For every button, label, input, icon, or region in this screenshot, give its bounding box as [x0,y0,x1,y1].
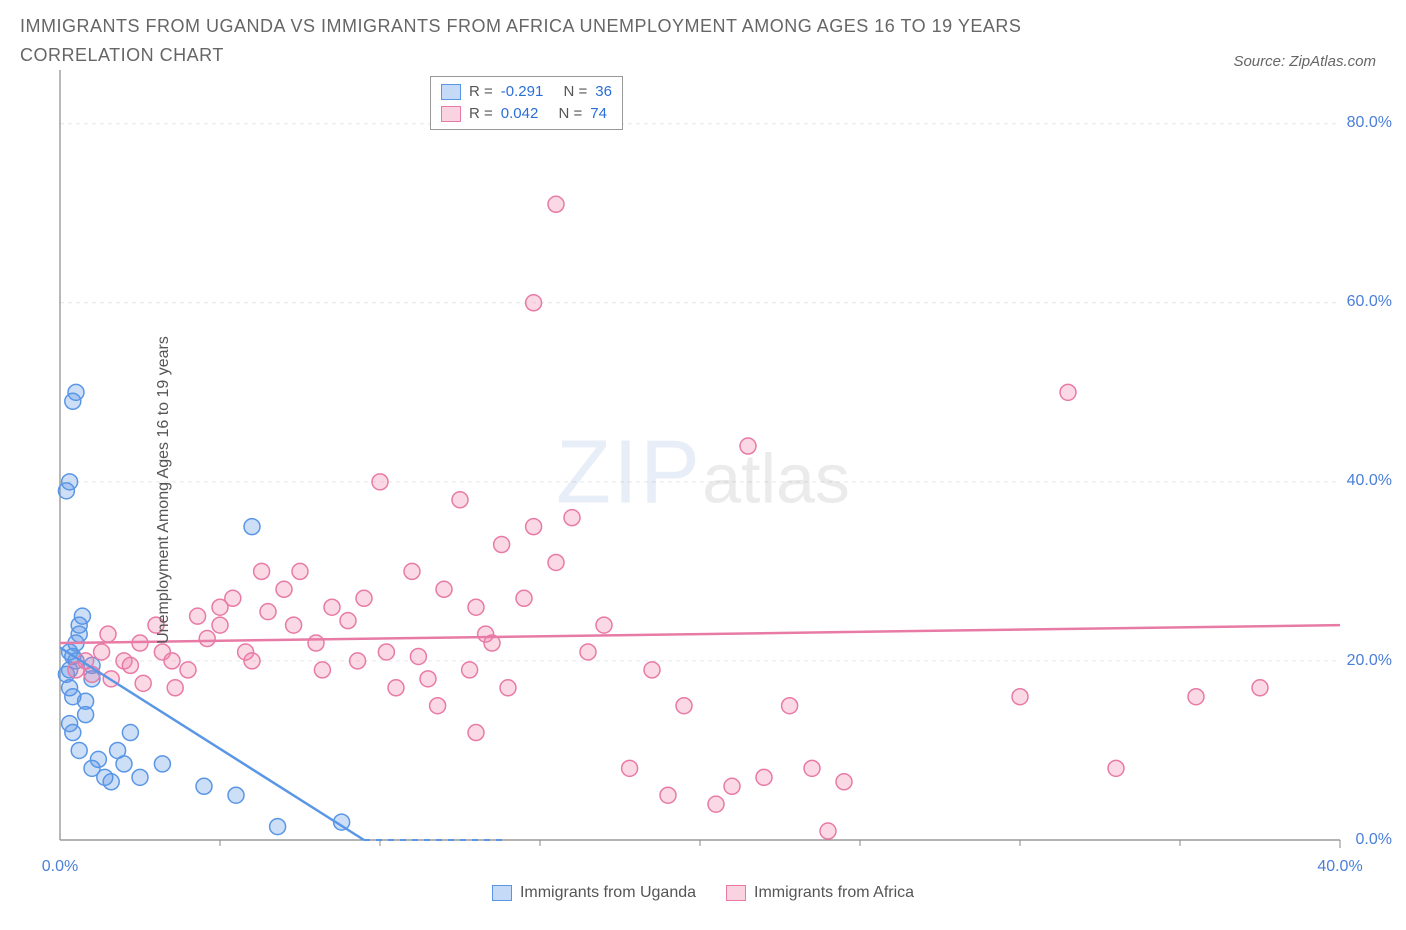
legend-row-africa: R = 0.042 N = 74 [441,103,612,125]
x-tick-label: 0.0% [42,858,78,876]
y-tick-label: 80.0% [1347,114,1392,132]
r-value-uganda: -0.291 [501,83,544,100]
n-label: N = [563,83,587,100]
series-label: Immigrants from Africa [754,884,914,902]
source-attribution: Source: ZipAtlas.com [1233,53,1386,70]
swatch-icon [441,106,461,122]
r-label: R = [469,105,493,122]
y-tick-label: 20.0% [1347,652,1392,670]
r-value-africa: 0.042 [501,105,539,122]
swatch-icon [492,885,512,901]
n-value-uganda: 36 [595,83,612,100]
legend-row-uganda: R = -0.291 N = 36 [441,81,612,103]
swatch-icon [441,84,461,100]
series-label: Immigrants from Uganda [520,884,696,902]
series-legend-item: Immigrants from Africa [726,884,914,902]
chart-title: IMMIGRANTS FROM UGANDA VS IMMIGRANTS FRO… [20,12,1120,70]
x-tick-label: 40.0% [1317,858,1362,876]
n-label: N = [558,105,582,122]
y-axis-label: Unemployment Among Ages 16 to 19 years [155,336,173,644]
series-legend: Immigrants from Uganda Immigrants from A… [0,884,1406,902]
series-legend-item: Immigrants from Uganda [492,884,696,902]
swatch-icon [726,885,746,901]
y-tick-label: 40.0% [1347,472,1392,490]
scatter-plot-svg [0,70,1406,910]
r-label: R = [469,83,493,100]
chart-area: Unemployment Among Ages 16 to 19 years Z… [0,70,1406,910]
correlation-legend: R = -0.291 N = 36 R = 0.042 N = 74 [430,76,623,130]
y-tick-label: 0.0% [1356,831,1392,849]
y-tick-label: 60.0% [1347,293,1392,311]
n-value-africa: 74 [590,105,607,122]
